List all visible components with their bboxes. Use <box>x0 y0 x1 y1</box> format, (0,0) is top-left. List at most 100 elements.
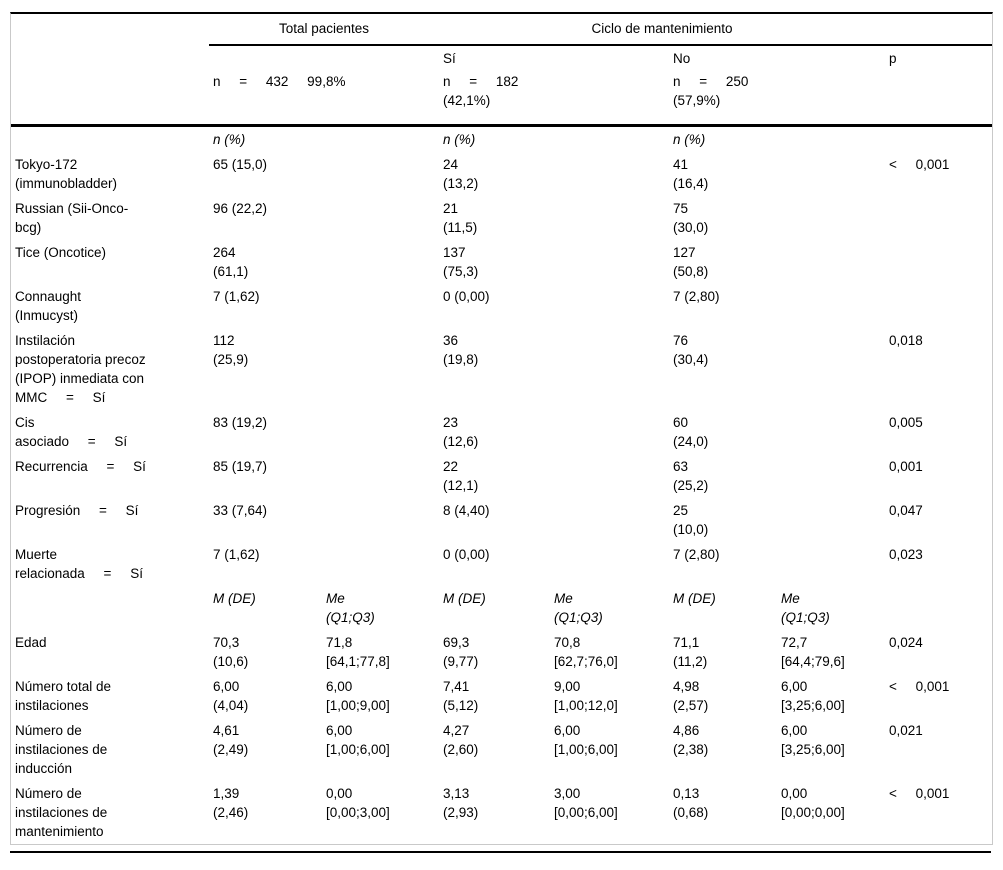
data-cell: Me (Q1;Q3) <box>554 591 603 625</box>
data-cell: 25 (10,0) <box>673 503 709 537</box>
row-label-cell: Número de instilaciones de mantenimiento <box>15 786 108 839</box>
data-cell: 71,8 [64,1;77,8] <box>326 635 390 669</box>
data-cell: 96 (22,2) <box>213 201 268 216</box>
statistics-table: Total pacientes Ciclo de mantenimiento S… <box>11 14 993 845</box>
group-header-total-pacientes: Total pacientes <box>209 14 439 46</box>
data-cell: n (%) <box>673 132 706 147</box>
data-cell: 36 (19,8) <box>443 333 479 367</box>
data-cell: Me (Q1;Q3) <box>326 591 375 625</box>
table-row: Número de instilaciones de inducción 4,61… <box>11 718 992 781</box>
row-label-cell <box>11 586 209 630</box>
table-row: Cis asociado = Sí 83 (19,2) 23 (12,6) 60 (2… <box>11 410 992 454</box>
data-cell <box>777 152 885 196</box>
data-cell: 41 (16,4) <box>673 157 709 191</box>
data-cell: 75 (30,0) <box>673 201 709 235</box>
data-cell: 0 (0,00) <box>443 289 490 304</box>
p-value-cell <box>885 586 992 630</box>
data-cell: 33 (7,64) <box>213 503 268 518</box>
row-label-cell: Connaught (Inmucyst) <box>15 289 82 323</box>
table-body: n (%) n (%) n (%) Tokyo-172 (immunobladder)… <box>11 126 992 845</box>
column-header-no: No <box>673 51 691 66</box>
data-cell: 7 (2,80) <box>673 547 720 562</box>
empty-cell <box>209 45 439 70</box>
row-label-cell: Edad <box>15 635 47 650</box>
data-cell <box>777 328 885 410</box>
sample-size-total: n = 432 99,8% <box>209 70 439 127</box>
data-cell <box>777 284 885 328</box>
data-cell <box>550 542 669 586</box>
data-cell: 65 (15,0) <box>213 157 268 172</box>
data-cell: M (DE) <box>443 591 486 606</box>
data-cell: 7,41 (5,12) <box>443 679 479 713</box>
row-label-cell: Número de instilaciones de inducción <box>15 723 108 776</box>
data-cell <box>777 240 885 284</box>
data-cell <box>550 454 669 498</box>
data-cell: 7 (1,62) <box>213 547 260 562</box>
data-cell: Me (Q1;Q3) <box>781 591 830 625</box>
row-label-cell: Recurrencia = Sí <box>15 459 146 474</box>
data-cell: 83 (19,2) <box>213 415 268 430</box>
data-cell <box>322 240 439 284</box>
subgroup-header-row: Sí No p <box>11 45 992 70</box>
sample-size-no: n = 250 (57,9%) <box>669 70 886 127</box>
row-label-cell: Progresión = Sí <box>15 503 139 518</box>
data-cell: 6,00 [1,00;6,00] <box>554 723 618 757</box>
p-value-cell <box>885 284 992 328</box>
data-cell: 6,00 [1,00;6,00] <box>326 723 390 757</box>
p-value-cell: 0,024 <box>889 635 923 650</box>
stat-subheader-row: M (DE) Me (Q1;Q3) M (DE) Me (Q1;Q3) M (DE) Me… <box>11 586 992 630</box>
table-row: Edad 70,3 (10,6) 71,8 [64,1;77,8] 69,3 (9,7… <box>11 630 992 674</box>
stat-subheader-row: n (%) n (%) n (%) <box>11 126 992 153</box>
empty-cell <box>11 14 209 45</box>
p-value-cell: < 0,001 <box>889 157 950 172</box>
row-label-cell: Muerte relacionada = Sí <box>15 547 143 581</box>
data-cell <box>322 152 439 196</box>
table-row: Tice (Oncotice) 264 (61,1) 137 (75,3) 127 (… <box>11 240 992 284</box>
group-header-row: Total pacientes Ciclo de mantenimiento <box>11 14 993 46</box>
p-value-cell <box>885 196 992 240</box>
data-cell <box>777 196 885 240</box>
p-value-cell: < 0,001 <box>889 679 950 694</box>
data-cell: 7 (2,80) <box>673 289 720 304</box>
row-label-cell: Número total de instilaciones <box>15 679 112 713</box>
data-cell: 4,86 (2,38) <box>673 723 709 757</box>
data-cell <box>322 410 439 454</box>
data-cell: 70,3 (10,6) <box>213 635 249 669</box>
statistics-table-frame: Total pacientes Ciclo de mantenimiento S… <box>10 12 993 845</box>
data-cell: 69,3 (9,77) <box>443 635 479 669</box>
data-cell: 85 (19,7) <box>213 459 268 474</box>
data-cell: 9,00 [1,00;12,0] <box>554 679 618 713</box>
data-cell <box>777 126 885 153</box>
data-cell: 23 (12,6) <box>443 415 479 449</box>
data-cell: 6,00 [1,00;9,00] <box>326 679 390 713</box>
data-cell: 24 (13,2) <box>443 157 479 191</box>
data-cell <box>322 126 439 153</box>
data-cell: 0,00 [0,00;3,00] <box>326 786 390 820</box>
p-value-cell: 0,021 <box>889 723 923 738</box>
table-bottom-rule <box>10 851 991 853</box>
data-cell: 72,7 [64,4;79,6] <box>781 635 845 669</box>
data-cell: 6,00 (4,04) <box>213 679 249 713</box>
data-cell <box>550 196 669 240</box>
p-value-cell: 0,023 <box>889 547 923 562</box>
data-cell <box>550 240 669 284</box>
data-cell: 0,13 (0,68) <box>673 786 709 820</box>
data-cell <box>550 328 669 410</box>
data-cell <box>322 454 439 498</box>
data-cell: 0,00 [0,00;0,00] <box>781 786 845 820</box>
empty-cell <box>885 14 993 46</box>
data-cell <box>550 126 669 153</box>
data-cell <box>322 542 439 586</box>
data-cell: 3,00 [0,00;6,00] <box>554 786 618 820</box>
row-label-cell: Cis asociado = Sí <box>15 415 128 449</box>
data-cell: 21 (11,5) <box>443 201 478 235</box>
data-cell: 63 (25,2) <box>673 459 709 493</box>
table-row: Número de instilaciones de mantenimiento… <box>11 781 992 844</box>
data-cell <box>322 284 439 328</box>
data-cell <box>322 328 439 410</box>
table-row: Tokyo-172 (immunobladder) 65 (15,0) 24 (13… <box>11 152 992 196</box>
p-value-cell: 0,047 <box>889 503 923 518</box>
row-label-cell: Tice (Oncotice) <box>15 245 107 260</box>
data-cell <box>777 454 885 498</box>
